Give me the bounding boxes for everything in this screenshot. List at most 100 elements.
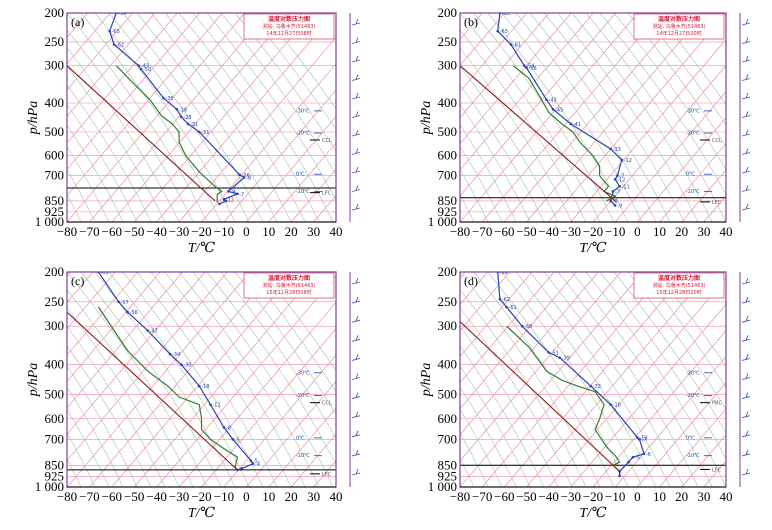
level-marker-label: CCL (322, 401, 332, 407)
isotherm-line (460, 272, 555, 384)
legend-station: 测站: 乌鲁木齐(51463) (652, 282, 705, 289)
x-tick-label: −10 (214, 224, 234, 239)
temperature-point (551, 108, 555, 111)
adiabat-line (543, 272, 685, 487)
level-marker-label: LFC (712, 467, 722, 473)
y-tick-label: 500 (45, 386, 65, 401)
y-tick-label: 250 (45, 34, 65, 49)
y-tick-label: 925 (45, 469, 65, 484)
temperature-point (126, 310, 129, 314)
y-tick-label: 500 (438, 124, 458, 139)
adiabat-line (67, 289, 194, 487)
legend-title: 温度对数压力图 (658, 274, 700, 282)
temperature-point-label: -57 (121, 300, 129, 306)
adiabat-line (108, 272, 250, 487)
wind-barb (741, 111, 751, 118)
adiabat-line (67, 386, 124, 487)
y-tick-label: 200 (438, 264, 458, 279)
adiabat-line (557, 13, 699, 222)
adiabat-line (234, 272, 336, 415)
x-tick-label: −40 (146, 489, 166, 504)
adiabat-line (67, 169, 96, 222)
y-tick-label: 1 000 (428, 479, 457, 494)
adiabat-line (67, 29, 194, 222)
isotherm-line (548, 13, 726, 222)
isotherm-line (246, 380, 336, 487)
level-marker-label: CCL (712, 138, 722, 144)
skew-t-panel-4: -61 -62 -61 -58 -51-39 -33 -16 -13-7 -6 -5 -30℃ -20… (419, 264, 751, 521)
adiabat-line (136, 13, 278, 222)
temperature-point (218, 202, 221, 206)
y-tick-label: 250 (438, 34, 458, 49)
isotherm-line (246, 115, 336, 222)
isotherm-line (67, 13, 201, 170)
x-tick-label: 20 (675, 224, 688, 239)
isotherm-line (570, 303, 726, 487)
adiabat-line (67, 84, 152, 222)
adiabat-line (460, 365, 531, 487)
temperature-point-label: -9 (617, 203, 622, 209)
wind-barb (351, 373, 361, 380)
temperature-point (224, 199, 228, 203)
adiabat-line (599, 272, 726, 460)
temperature-point-label: -13 (639, 435, 647, 441)
temperature-point-label: -7 (615, 189, 620, 195)
x-tick-label: −30 (561, 489, 581, 504)
temperature-point (186, 122, 190, 126)
wind-barb (351, 18, 361, 26)
wind-barb (351, 37, 361, 44)
isotherm-line (681, 169, 726, 222)
isotherm-tag-label: -20℃ (686, 393, 700, 399)
adiabat-line (67, 272, 208, 487)
x-tick-label: −70 (472, 489, 492, 504)
adiabat-line (67, 65, 166, 222)
isotherm-line (460, 272, 644, 487)
wind-barb (351, 430, 361, 438)
adiabat-line (67, 13, 208, 222)
wind-barb (741, 18, 751, 26)
wind-barb (351, 92, 361, 100)
temperature-point (222, 426, 226, 429)
y-tick-label: 600 (438, 411, 458, 426)
x-tick-label: −40 (538, 224, 558, 239)
x-tick-label: −60 (102, 489, 122, 504)
y-tick-label: 300 (45, 318, 65, 333)
isotherm-line (725, 486, 726, 487)
adiabat-line (67, 345, 152, 487)
temperature-point-label: -51 (551, 350, 559, 356)
wind-barb (741, 296, 751, 304)
x-tick-label: 20 (675, 489, 688, 504)
x-tick-label: −20 (191, 489, 211, 504)
temperature-point-label: -56 (529, 66, 537, 72)
temperature-point (242, 176, 246, 179)
y-tick-label: 700 (438, 168, 458, 183)
y-tick-label: 250 (45, 294, 65, 309)
adiabat-line (460, 326, 559, 487)
x-tick-label: 0 (243, 224, 250, 239)
adiabat-line (248, 272, 336, 393)
isotherm-tag-label: -30℃ (296, 370, 310, 376)
legend-box (633, 13, 725, 40)
adiabat-line (473, 272, 615, 487)
isotherm-line (223, 354, 336, 487)
temperature-point (547, 351, 550, 354)
adiabat-line (460, 13, 601, 222)
temperature-point (618, 474, 621, 478)
temperature-point-label: -62 (502, 297, 510, 303)
isotherm-line (67, 13, 245, 222)
x-tick-label: 20 (285, 224, 298, 239)
x-tick-label: −80 (57, 224, 77, 239)
isotherm-line (460, 13, 638, 222)
x-tick-label: −60 (494, 224, 514, 239)
adiabat-line (627, 13, 726, 148)
isotherm-tag-label: 0℃ (296, 172, 305, 178)
level-marker-label: CCL (322, 138, 332, 144)
x-tick-label: −20 (583, 489, 603, 504)
temperature-point (636, 436, 639, 439)
temperature-point-label: -12 (226, 197, 234, 203)
isotherm-line (526, 272, 710, 487)
adiabat-line (94, 272, 236, 487)
temperature-point (520, 324, 524, 328)
panel-letter: (d) (464, 274, 478, 288)
adiabat-line (222, 13, 362, 222)
